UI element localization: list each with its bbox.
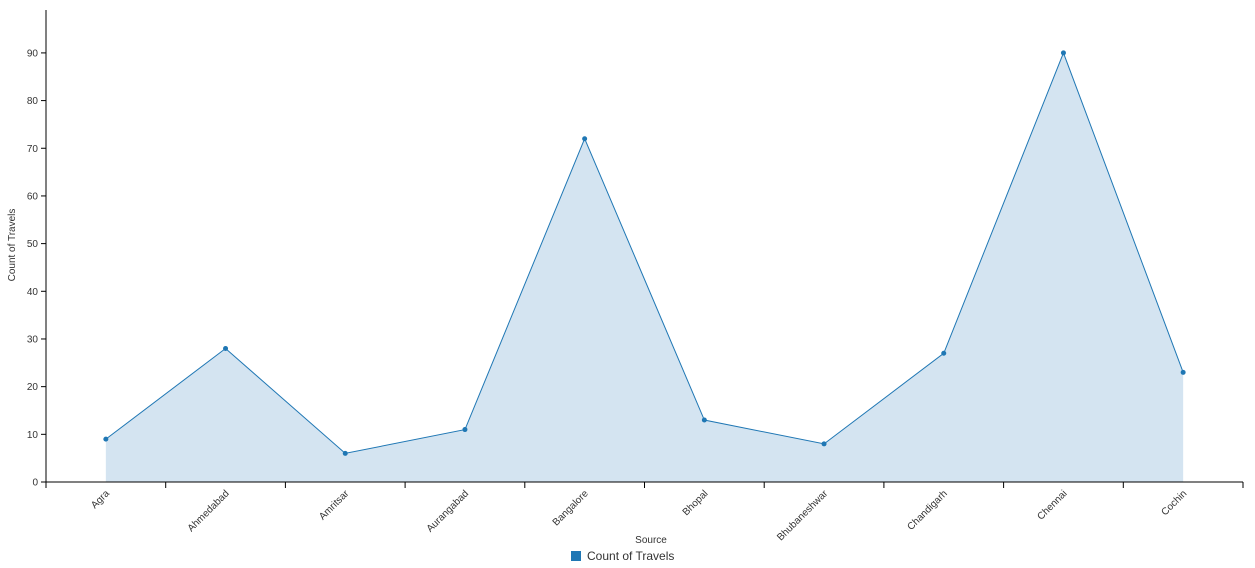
- point: [103, 436, 109, 442]
- x-tick-label: Cochin: [1159, 488, 1189, 518]
- y-tick-label: 80: [27, 96, 39, 107]
- y-tick-label: 70: [27, 144, 39, 155]
- x-axis-label: Source: [635, 535, 667, 546]
- point: [1180, 369, 1186, 375]
- x-tick-label: Amritsar: [317, 488, 352, 523]
- point: [941, 350, 947, 356]
- point: [701, 417, 707, 423]
- point: [1060, 50, 1066, 56]
- x-tick-label: Chandigarh: [906, 488, 950, 532]
- x-tick-label: Agra: [89, 488, 112, 511]
- x-tick-label: Ahmedabad: [186, 488, 232, 534]
- y-tick-label: 60: [27, 191, 39, 202]
- x-tick-label: Bhubaneshwar: [775, 488, 830, 543]
- y-tick-label: 40: [27, 287, 39, 298]
- y-tick-label: 30: [27, 334, 39, 345]
- y-tick-label: 50: [27, 239, 39, 250]
- y-tick-label: 20: [27, 382, 39, 393]
- point: [821, 441, 827, 447]
- x-tick-label: Bhopal: [681, 488, 711, 518]
- y-axis-label: Count of Travels: [7, 209, 18, 282]
- x-tick-label: Chennai: [1035, 488, 1069, 522]
- y-tick-label: 10: [27, 430, 39, 441]
- point: [342, 450, 348, 456]
- x-tick-label: Aurangabad: [425, 488, 471, 534]
- point: [582, 136, 588, 142]
- y-tick-label: 0: [32, 478, 38, 489]
- point: [462, 427, 468, 433]
- x-tick-label: Bangalore: [551, 488, 591, 528]
- area: [105, 52, 1184, 483]
- line: [105, 51, 1184, 454]
- legend-swatch: [571, 551, 581, 561]
- legend-label: Count of Travels: [587, 549, 674, 563]
- point: [223, 346, 229, 352]
- y-tick-label: 90: [27, 48, 39, 59]
